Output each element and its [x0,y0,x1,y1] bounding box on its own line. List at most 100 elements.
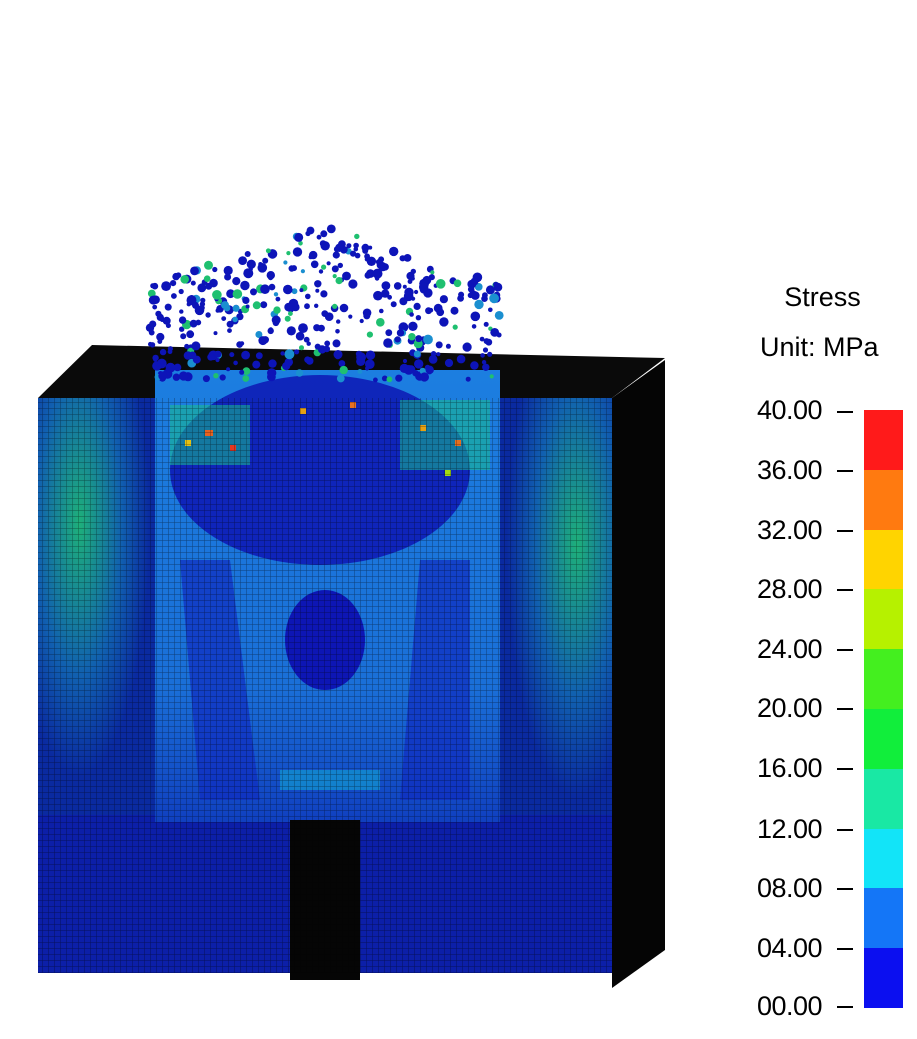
fragment-particle [366,256,377,266]
fragment-particle [414,289,419,295]
fragment-particle [332,303,338,309]
fragment-particle [436,308,445,317]
fragment-particle [415,315,422,321]
fragment-particle [212,266,218,273]
fragment-particle [333,246,340,253]
fragment-particle [161,281,172,291]
fragment-particle [260,301,268,309]
fragment-particle [444,358,454,368]
fragment-particle [346,243,352,249]
fragment-particle [273,292,279,297]
legend-tick-label: 20.00 [757,693,823,723]
fragment-particle [205,312,211,318]
legend-tick-mark [837,1006,853,1008]
legend-tick-mark [837,411,853,413]
fragment-particle [485,338,493,346]
fragment-particle [359,318,364,324]
fragment-particle [362,247,369,254]
fragment-particle [179,309,184,314]
fragment-particle [339,365,348,375]
fragment-particle [286,326,296,336]
fragment-particle [148,329,155,336]
fragment-particle [348,279,358,289]
fragment-particle [317,345,327,354]
fragment-particle [203,275,211,283]
fragment-particle [299,345,304,351]
fragment-particle [373,377,378,383]
fragment-particle [310,260,319,269]
fragment-particle [373,290,383,301]
fragment-particle [219,374,226,381]
fragment-particle [320,230,328,238]
legend-color-band [864,589,903,650]
fragment-particle [298,326,303,331]
fragment-particle [362,308,372,318]
fragment-particle [288,311,293,316]
fragment-particle [332,251,340,259]
fragment-particle [387,294,392,300]
fragment-particle [255,331,263,338]
fragment-particle [271,315,281,325]
fragment-particle [316,234,322,240]
legend-tick-label: 16.00 [757,753,823,783]
fragment-particle [190,266,199,276]
fragment-particle [365,350,376,360]
legend-tick-mark [837,649,853,651]
fragment-particle [242,375,250,382]
fragment-particle [283,260,288,265]
fragment-particle [487,351,493,357]
fragment-particle [232,289,243,299]
fragment-particle [180,333,187,340]
fragment-particle [191,341,201,351]
fragment-particle [149,320,157,328]
fragment-particle [255,352,263,360]
fragment-particle [280,351,285,356]
legend-color-band [864,768,903,830]
fragment-particle [232,277,241,286]
legend-tick-label: 04.00 [757,933,823,963]
fragment-particle [321,264,327,270]
fragment-particle [306,341,311,346]
fragment-particle [383,338,393,348]
fragment-particle [413,302,421,310]
fragment-particle [299,288,304,293]
fragment-particle [326,261,331,266]
legend-color-band [864,649,903,710]
fragment-particle [409,312,414,317]
fragment-particle [157,339,163,344]
legend-tick-label: 12.00 [757,814,823,844]
legend-tick-label: 36.00 [757,455,823,485]
block-side-face [612,360,665,988]
fragment-particle [236,313,244,321]
fragment-particle [423,334,433,345]
legend-tick-mark [837,768,853,770]
fragment-particle [260,284,270,295]
fragment-particle [240,280,250,291]
legend-tick-mark [837,530,853,532]
fragment-particle [305,293,311,300]
fragment-particle [275,296,281,302]
legend-color-band [864,529,903,590]
fragment-particle [232,316,238,323]
fragment-particle [295,331,305,341]
fragment-particle [336,374,345,383]
fragment-particle [357,369,363,374]
fragment-particle [232,304,240,312]
fragment-particle [408,321,418,331]
fragment-particle [319,240,327,247]
fragment-particle [151,282,159,290]
fragment-particle [245,304,250,309]
fragment-particle [399,297,408,306]
fragment-particle [215,357,220,363]
fragment-particle [414,359,424,369]
fragment-particle [452,324,458,330]
fragment-particle [241,350,251,360]
fragment-particle [152,354,159,362]
fragment-particle [331,265,339,273]
fragment-particle [156,332,165,342]
fragment-particle [236,341,243,348]
fragment-particle [398,328,403,333]
fragment-particle [332,274,337,279]
fragment-particle [402,358,408,364]
fragment-particle [300,269,305,274]
